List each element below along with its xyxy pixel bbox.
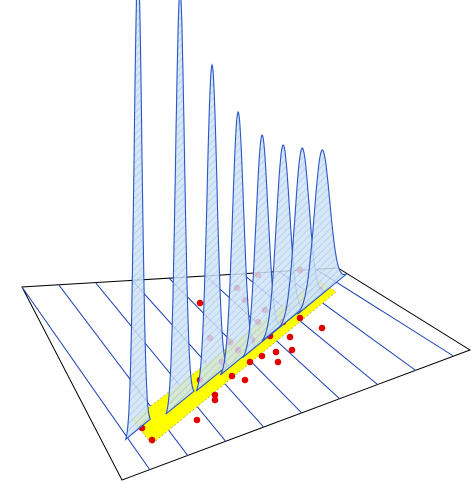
data-point xyxy=(318,324,326,332)
contour-line xyxy=(21,286,151,471)
density-curve xyxy=(296,149,347,315)
density-curve xyxy=(124,0,152,441)
data-point xyxy=(148,436,156,444)
data-point xyxy=(228,372,236,380)
data-point xyxy=(272,348,280,356)
density-curves xyxy=(124,0,347,441)
data-point xyxy=(246,358,254,366)
data-point xyxy=(288,346,296,354)
data-point xyxy=(196,299,204,307)
data-point xyxy=(286,333,294,341)
contour-line xyxy=(315,268,454,357)
density-curve xyxy=(165,0,195,415)
contour-line xyxy=(95,282,227,442)
data-point xyxy=(211,396,219,404)
data-point xyxy=(296,314,304,322)
density-curve xyxy=(195,63,229,392)
data-point xyxy=(258,352,266,360)
data-point xyxy=(241,376,249,384)
data-point xyxy=(211,391,219,399)
contour-line xyxy=(131,280,265,428)
data-point xyxy=(193,416,201,424)
data-point xyxy=(274,358,282,366)
